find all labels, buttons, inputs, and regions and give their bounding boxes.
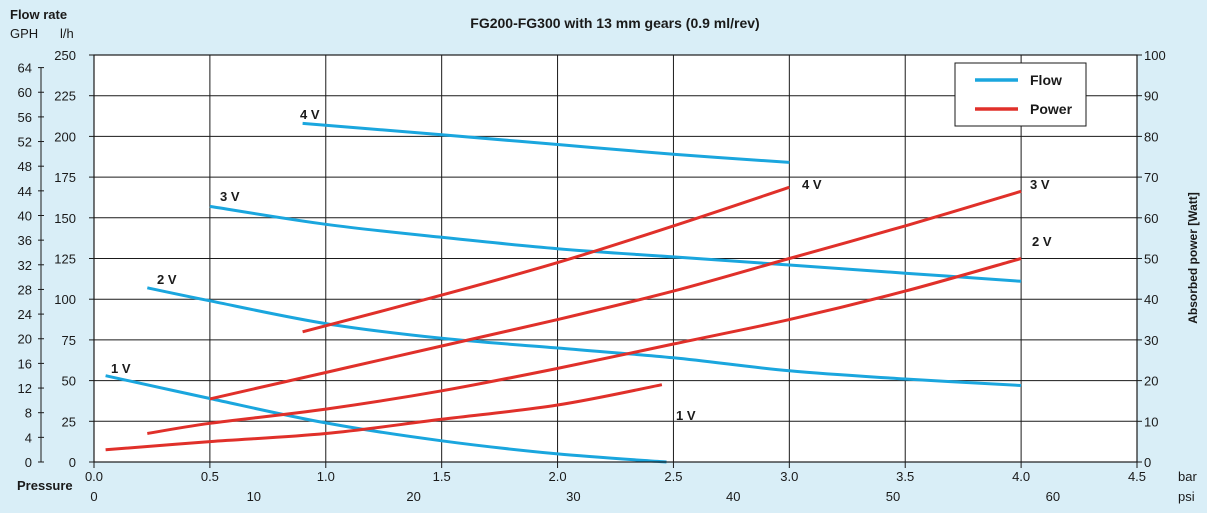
psi-tick-label: 30 [566,489,580,504]
flow-curve-2v [146,286,1022,387]
lh-tick-label: 50 [62,374,76,389]
x-tick-label: 3.0 [780,469,798,484]
lh-tick-label: 100 [54,292,76,307]
power-tick-label: 30 [1144,333,1158,348]
gph-tick-label: 32 [18,258,32,273]
power-tick-label: 90 [1144,89,1158,104]
lh-tick-label: 225 [54,89,76,104]
power-4v-label: 4 V [802,177,822,192]
gph-tick-label: 0 [25,455,32,470]
gph-tick-label: 36 [18,233,32,248]
power-2v-label: 2 V [1032,234,1052,249]
curves [105,121,1022,464]
chart-title: FG200-FG300 with 13 mm gears (0.9 ml/rev… [470,15,759,31]
power-tick-label: 40 [1144,292,1158,307]
power-curve-3v [209,189,1022,401]
lh-tick-label: 25 [62,414,76,429]
x-tick-label: 1.0 [317,469,335,484]
x-tick-label: 2.5 [664,469,682,484]
psi-tick-label: 50 [886,489,900,504]
power-curve-2v [147,257,1022,435]
flow-curve-4v [302,121,790,164]
lh-tick-label: 75 [62,333,76,348]
gph-tick-label: 8 [25,406,32,421]
bar-unit-label: bar [1178,469,1197,484]
psi-tick-label: 10 [247,489,261,504]
legend-flow-label: Flow [1030,72,1062,88]
gph-tick-label: 4 [25,430,32,445]
lh-unit-label: l/h [60,26,74,41]
psi-tick-label: 60 [1046,489,1060,504]
power-1v-label: 1 V [676,408,696,423]
lh-tick-label: 125 [54,252,76,267]
psi-tick-label: 40 [726,489,740,504]
power-curve-4v [302,185,790,334]
psi-unit-label: psi [1178,489,1195,504]
legend-box [954,62,1087,127]
x-tick-label: 3.5 [896,469,914,484]
power-tick-label: 10 [1144,414,1158,429]
left-axis-title: Flow rate [10,7,67,22]
lh-tick-label: 250 [54,48,76,63]
gph-tick-label: 24 [18,307,32,322]
lh-tick-label: 150 [54,211,76,226]
gph-tick-label: 44 [18,184,32,199]
right-axis-title: Absorbed power [Watt] [1186,192,1200,324]
flow-3v-label: 3 V [220,189,240,204]
power-tick-label: 70 [1144,170,1158,185]
flow-2v-label: 2 V [157,272,177,287]
legend: Flow Power [954,62,1087,127]
gph-tick-label: 52 [18,135,32,150]
power-tick-label: 20 [1144,374,1158,389]
flow-1v-label: 1 V [111,361,131,376]
gph-tick-label: 48 [18,159,32,174]
power-curve-1v [105,383,663,452]
power-tick-label: 100 [1144,48,1166,63]
x-tick-label: 2.0 [549,469,567,484]
power-tick-label: 0 [1144,455,1151,470]
lh-tick-label: 200 [54,129,76,144]
flow-4v-label: 4 V [300,107,320,122]
curve-annotations: 1 V 2 V 3 V 4 V 1 V 2 V 3 V 4 V [111,107,1052,423]
x-tick-label: 4.0 [1012,469,1030,484]
gph-tick-label: 16 [18,356,32,371]
legend-power-label: Power [1030,101,1073,117]
gph-tick-label: 40 [18,208,32,223]
gph-unit-label: GPH [10,26,38,41]
x-tick-label: 0.5 [201,469,219,484]
x-tick-label: 4.5 [1128,469,1146,484]
flow-curve-3v [209,204,1022,283]
x-tick-label: 0.0 [85,469,103,484]
lh-tick-label: 0 [69,455,76,470]
gph-tick-label: 12 [18,381,32,396]
x-axis-title: Pressure [17,478,73,493]
psi-tick-label: 0 [90,489,97,504]
lh-tick-label: 175 [54,170,76,185]
gph-tick-label: 20 [18,332,32,347]
axes: 0.0 0.5 1.0 1.5 2.0 2.5 3.0 3.5 4.0 4.50 10 20 30 40 5… [18,48,1166,504]
power-tick-label: 50 [1144,252,1158,267]
flow-curve-1v [105,374,667,464]
gph-tick-label: 56 [18,110,32,125]
psi-tick-label: 20 [406,489,420,504]
x-tick-label: 1.5 [433,469,451,484]
power-3v-label: 3 V [1030,177,1050,192]
gph-tick-label: 60 [18,85,32,100]
gph-tick-label: 28 [18,282,32,297]
power-tick-label: 60 [1144,211,1158,226]
power-tick-label: 80 [1144,129,1158,144]
gph-tick-label: 64 [18,61,32,76]
